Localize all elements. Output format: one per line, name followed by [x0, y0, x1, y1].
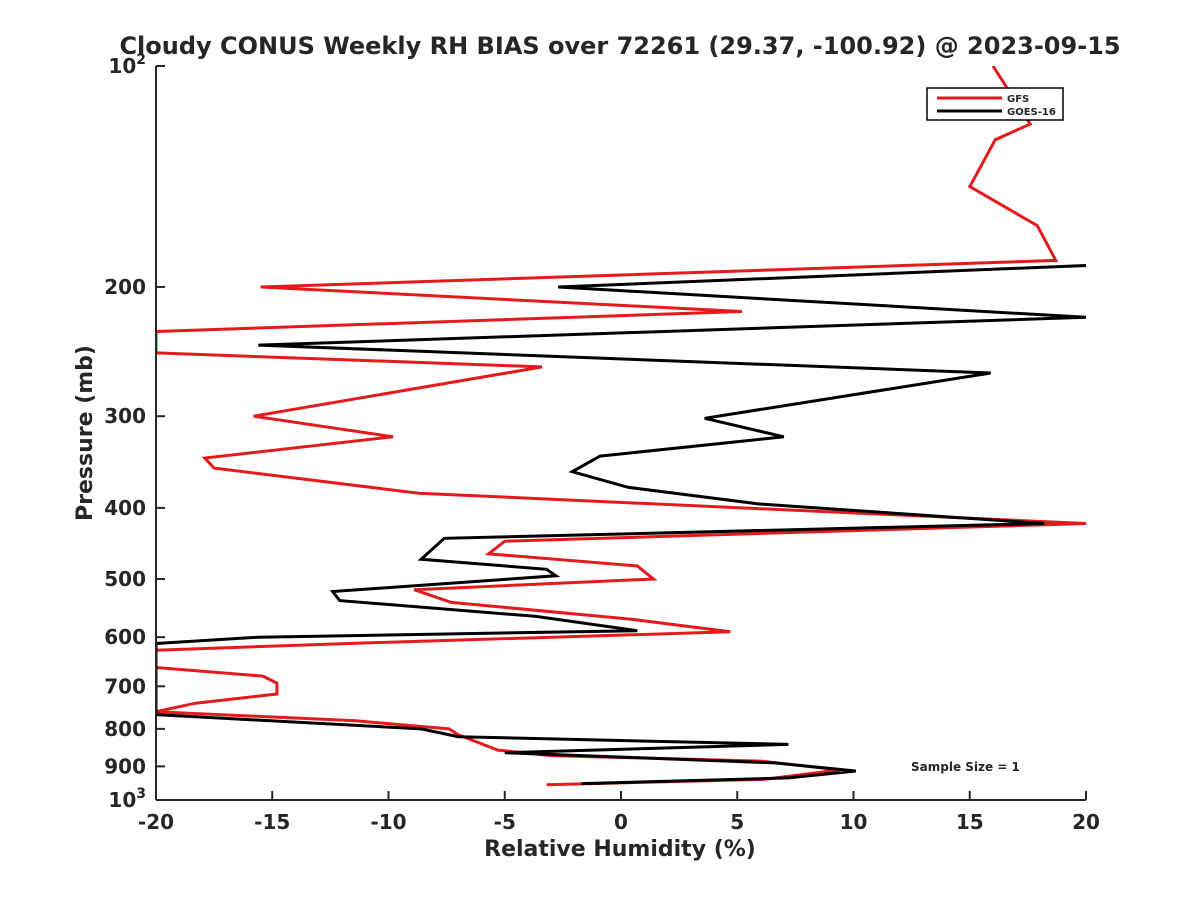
x-tick-label: 10 [840, 810, 868, 834]
y-tick-label: 300 [104, 404, 146, 428]
y-tick-label: 700 [104, 674, 146, 698]
y-tick-label: 600 [104, 625, 146, 649]
x-tick-label: -10 [370, 810, 406, 834]
chart-title: Cloudy CONUS Weekly RH BIAS over 72261 (… [119, 32, 1120, 60]
sample-size-annotation: Sample Size = 1 [911, 760, 1020, 774]
y-tick-label: 200 [104, 275, 146, 299]
x-tick-label: 5 [730, 810, 744, 834]
x-axis-label: Relative Humidity (%) [484, 837, 756, 862]
series-line-gfs [156, 66, 1086, 787]
legend: GFS GOES-16 [926, 87, 1064, 121]
legend-label-goes-16: GOES-16 [1007, 107, 1056, 118]
y-axis-label: Pressure (mb) [73, 345, 98, 521]
y-tick-label: 500 [104, 567, 146, 591]
tick-layer: -20 -15 -10 -5 0 5 10 15 20 102 200 300 400 500 600 700… [104, 52, 1100, 834]
x-tick-label: 15 [956, 810, 984, 834]
legend-label-gfs: GFS [1007, 94, 1029, 105]
series-line-goes-16 [156, 264, 1086, 786]
x-tick-label: -15 [254, 810, 290, 834]
x-tick-label: -5 [494, 810, 516, 834]
x-tick-label: 0 [614, 810, 628, 834]
x-tick-label: 20 [1072, 810, 1100, 834]
series-layer [156, 66, 1086, 787]
y-tick-label: 900 [104, 754, 146, 778]
axes-layer [155, 66, 1086, 801]
y-tick-label: 103 [108, 786, 146, 812]
x-tick-label: -20 [138, 810, 174, 834]
y-tick-label: 800 [104, 717, 146, 741]
y-tick-label: 400 [104, 496, 146, 520]
y-tick-label: 102 [108, 52, 146, 78]
legend-box [926, 87, 1064, 121]
